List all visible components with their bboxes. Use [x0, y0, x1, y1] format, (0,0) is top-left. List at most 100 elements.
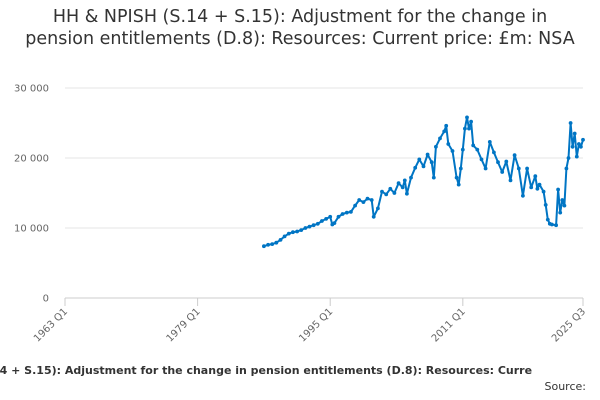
data-point[interactable] [543, 203, 548, 207]
data-point[interactable] [353, 203, 357, 208]
data-point[interactable] [307, 224, 312, 229]
data-point[interactable] [369, 198, 374, 202]
data-point[interactable] [465, 115, 469, 120]
data-point[interactable] [384, 192, 389, 197]
data-point[interactable] [442, 129, 447, 134]
data-point[interactable] [286, 231, 291, 236]
source-label: Source: [544, 380, 587, 393]
data-point[interactable] [328, 214, 333, 219]
data-point[interactable] [431, 175, 436, 180]
data-point[interactable] [438, 136, 442, 141]
data-point[interactable] [581, 137, 585, 142]
data-point[interactable] [291, 230, 295, 235]
data-point[interactable] [504, 159, 509, 164]
data-point[interactable] [560, 198, 565, 202]
data-point[interactable] [421, 164, 426, 169]
data-point[interactable] [554, 223, 558, 228]
legend-series-label[interactable]: 14 + S.15): Adjustment for the change in… [0, 364, 533, 377]
data-point[interactable] [496, 160, 500, 165]
data-point[interactable] [535, 186, 540, 191]
data-point[interactable] [262, 244, 266, 249]
data-point[interactable] [558, 210, 563, 215]
data-point[interactable] [574, 154, 579, 159]
data-point[interactable] [388, 186, 393, 191]
data-point[interactable] [568, 121, 573, 125]
data-point[interactable] [357, 198, 362, 202]
data-point[interactable] [579, 144, 583, 149]
data-point[interactable] [417, 157, 422, 162]
data-point[interactable] [483, 166, 488, 171]
data-point[interactable] [533, 174, 538, 179]
data-point[interactable] [402, 178, 407, 183]
data-point[interactable] [516, 166, 521, 171]
data-point[interactable] [311, 223, 316, 228]
data-point[interactable] [409, 175, 413, 180]
data-point[interactable] [320, 219, 324, 223]
data-point[interactable] [365, 196, 370, 201]
data-point[interactable] [371, 214, 376, 219]
data-point[interactable] [434, 144, 438, 149]
data-point[interactable] [566, 156, 571, 160]
data-point[interactable] [471, 143, 476, 148]
data-point[interactable] [274, 240, 279, 245]
data-point[interactable] [429, 160, 434, 165]
data-point[interactable] [282, 234, 287, 239]
data-point[interactable] [349, 210, 353, 214]
series-line[interactable] [262, 116, 584, 248]
data-point[interactable] [361, 200, 366, 205]
data-point[interactable] [303, 226, 308, 230]
data-point[interactable] [295, 229, 299, 234]
data-point[interactable] [564, 166, 569, 171]
data-point[interactable] [492, 150, 496, 155]
data-point[interactable] [392, 191, 397, 195]
data-point[interactable] [570, 144, 575, 149]
data-point[interactable] [467, 126, 471, 131]
data-point[interactable] [525, 166, 529, 171]
data-point[interactable] [454, 175, 459, 180]
data-point[interactable] [572, 131, 577, 136]
data-point[interactable] [463, 126, 467, 131]
data-point[interactable] [446, 142, 451, 146]
data-point[interactable] [336, 214, 341, 219]
data-point[interactable] [324, 217, 328, 221]
data-point[interactable] [458, 166, 463, 171]
data-point[interactable] [456, 182, 461, 187]
data-point[interactable] [487, 140, 492, 144]
data-point[interactable] [475, 147, 480, 152]
data-point[interactable] [332, 221, 337, 226]
data-point[interactable] [469, 119, 473, 124]
data-point[interactable] [344, 210, 349, 215]
data-point[interactable] [537, 182, 542, 187]
data-point[interactable] [508, 178, 513, 183]
data-point[interactable] [541, 189, 546, 194]
data-point[interactable] [550, 222, 554, 227]
data-point[interactable] [450, 149, 455, 153]
data-point[interactable] [577, 142, 581, 146]
data-point[interactable] [270, 242, 275, 247]
data-point[interactable] [479, 157, 484, 162]
data-point[interactable] [405, 191, 409, 196]
data-point[interactable] [315, 221, 320, 226]
data-point[interactable] [562, 203, 567, 208]
data-point[interactable] [396, 181, 401, 186]
data-point[interactable] [400, 185, 405, 190]
data-point[interactable] [529, 185, 534, 190]
data-point[interactable] [556, 187, 560, 192]
data-point[interactable] [266, 242, 270, 247]
data-point[interactable] [425, 152, 430, 157]
data-point[interactable] [380, 189, 384, 194]
data-point[interactable] [376, 206, 380, 211]
data-point[interactable] [521, 193, 525, 198]
data-point[interactable] [299, 228, 304, 233]
data-point[interactable] [545, 217, 550, 222]
gridlines [65, 87, 583, 229]
data-point[interactable] [512, 153, 517, 158]
data-point[interactable] [340, 212, 345, 216]
data-point[interactable] [413, 165, 418, 170]
data-point[interactable] [460, 147, 465, 152]
y-tick-label: 20 000 [14, 154, 49, 165]
data-point[interactable] [444, 123, 449, 128]
data-point[interactable] [500, 170, 505, 174]
data-point[interactable] [278, 238, 283, 242]
y-tick-label: 10 000 [14, 224, 49, 235]
